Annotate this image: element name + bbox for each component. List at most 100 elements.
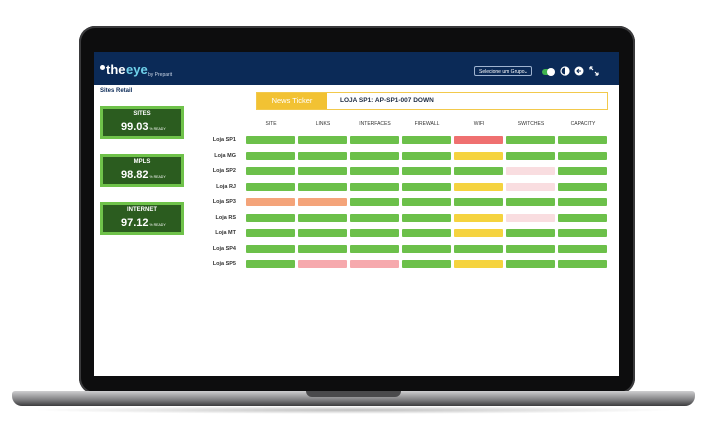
row-label[interactable]: Loja SP2 xyxy=(212,168,236,174)
column-header-capacity: CAPACITY xyxy=(570,121,596,127)
status-cell[interactable] xyxy=(246,260,295,268)
status-cell[interactable] xyxy=(298,136,347,144)
row-label[interactable]: Loja SP3 xyxy=(212,199,236,205)
status-cell[interactable] xyxy=(402,136,451,144)
status-cell[interactable] xyxy=(246,198,295,206)
status-cell[interactable] xyxy=(350,182,399,191)
row-label[interactable]: Loja MG xyxy=(214,152,236,159)
kpi-card-inner: SITES 99.03% READY xyxy=(103,109,181,136)
status-cell[interactable] xyxy=(506,167,555,175)
status-toggle[interactable] xyxy=(542,68,555,76)
status-cell[interactable] xyxy=(558,213,607,222)
status-cell[interactable] xyxy=(558,260,607,268)
row-label[interactable]: Loja SP5 xyxy=(212,261,236,267)
status-cell[interactable] xyxy=(506,213,555,222)
row-label[interactable]: Loja SP4 xyxy=(212,245,236,252)
status-cell[interactable] xyxy=(402,244,451,253)
status-cell[interactable] xyxy=(454,244,503,253)
logo-byline: by Preparit xyxy=(148,72,173,78)
status-cell[interactable] xyxy=(350,136,399,144)
column-header-site: SITE xyxy=(265,121,277,127)
status-cell[interactable] xyxy=(558,229,607,237)
status-cell[interactable] xyxy=(298,244,347,253)
kpi-card-sites[interactable]: SITES 99.03% READY xyxy=(100,106,184,139)
status-cell[interactable] xyxy=(246,167,295,175)
status-cell[interactable] xyxy=(350,167,399,175)
kpi-value: 99.03% READY xyxy=(121,120,166,136)
status-cell[interactable] xyxy=(246,244,295,253)
status-cell[interactable] xyxy=(506,198,555,206)
status-cell[interactable] xyxy=(402,151,451,160)
status-cell[interactable] xyxy=(350,260,399,268)
status-cell[interactable] xyxy=(506,182,555,191)
column-header-interfaces: INTERFACES xyxy=(359,121,391,127)
logo-mark-icon xyxy=(100,65,105,70)
status-cell[interactable] xyxy=(506,151,555,160)
status-cell[interactable] xyxy=(298,213,347,222)
status-cell[interactable] xyxy=(454,151,503,160)
laptop-base xyxy=(12,391,695,406)
status-cell[interactable] xyxy=(558,136,607,144)
status-cell[interactable] xyxy=(298,182,347,191)
kpi-label: MPLS xyxy=(133,159,151,165)
status-cell[interactable] xyxy=(350,198,399,206)
status-cell[interactable] xyxy=(350,213,399,222)
status-cell[interactable] xyxy=(454,136,503,144)
ticker-message[interactable]: LOJA SP1: AP-SP1-007 DOWN xyxy=(340,97,434,104)
status-cell[interactable] xyxy=(558,198,607,206)
row-label[interactable]: Loja MT xyxy=(215,230,236,236)
status-cell[interactable] xyxy=(402,198,451,206)
status-cell[interactable] xyxy=(454,182,503,191)
status-cell[interactable] xyxy=(402,260,451,268)
expand-icon[interactable] xyxy=(589,66,599,76)
status-cell[interactable] xyxy=(558,151,607,160)
row-label[interactable]: Loja RS xyxy=(215,214,236,221)
status-cell[interactable] xyxy=(506,244,555,253)
status-cell[interactable] xyxy=(298,151,347,160)
app-screen: the eye by Preparit Selecione um Grupo ⌄… xyxy=(94,52,619,376)
logo-text-eye: eye xyxy=(126,62,148,77)
kpi-card-mpls[interactable]: MPLS 98.82% READY xyxy=(100,154,184,187)
row-label[interactable]: Loja SP1 xyxy=(212,137,236,143)
arrow-exit-icon[interactable] xyxy=(574,66,584,76)
status-cell[interactable] xyxy=(558,244,607,253)
status-cell[interactable] xyxy=(402,229,451,237)
half-circle-icon[interactable] xyxy=(560,66,570,76)
status-cell[interactable] xyxy=(402,182,451,191)
status-cell[interactable] xyxy=(246,136,295,144)
status-cell[interactable] xyxy=(246,151,295,160)
kpi-label: SITES xyxy=(133,111,151,117)
kpi-card-inner: INTERNET 97.12% READY xyxy=(103,205,181,232)
status-cell[interactable] xyxy=(506,136,555,144)
status-cell[interactable] xyxy=(454,229,503,237)
status-cell[interactable] xyxy=(298,198,347,206)
ticker-label: News Ticker xyxy=(257,93,327,109)
top-bar: the eye by Preparit Selecione um Grupo ⌄ xyxy=(94,52,619,85)
group-select[interactable]: Selecione um Grupo ⌄ xyxy=(474,66,532,76)
status-cell[interactable] xyxy=(454,198,503,206)
status-cell[interactable] xyxy=(246,182,295,191)
status-cell[interactable] xyxy=(298,229,347,237)
status-cell[interactable] xyxy=(246,229,295,237)
row-label[interactable]: Loja RJ xyxy=(216,183,236,190)
status-cell[interactable] xyxy=(402,167,451,175)
status-cell[interactable] xyxy=(350,151,399,160)
status-cell[interactable] xyxy=(298,167,347,175)
status-cell[interactable] xyxy=(246,213,295,222)
status-cell[interactable] xyxy=(454,260,503,268)
group-select-value: Selecione um Grupo xyxy=(479,69,525,75)
status-cell[interactable] xyxy=(558,182,607,191)
status-cell[interactable] xyxy=(350,244,399,253)
status-cell[interactable] xyxy=(454,167,503,175)
status-cell[interactable] xyxy=(350,229,399,237)
status-cell[interactable] xyxy=(506,229,555,237)
status-cell[interactable] xyxy=(402,213,451,222)
laptop-shadow xyxy=(30,406,677,414)
status-cell[interactable] xyxy=(506,260,555,268)
status-cell[interactable] xyxy=(454,213,503,222)
status-cell[interactable] xyxy=(298,260,347,268)
logo-text-the: the xyxy=(106,62,126,77)
status-cell[interactable] xyxy=(558,167,607,175)
kpi-card-internet[interactable]: INTERNET 97.12% READY xyxy=(100,202,184,235)
column-header-wifi: WIFI xyxy=(473,121,485,127)
